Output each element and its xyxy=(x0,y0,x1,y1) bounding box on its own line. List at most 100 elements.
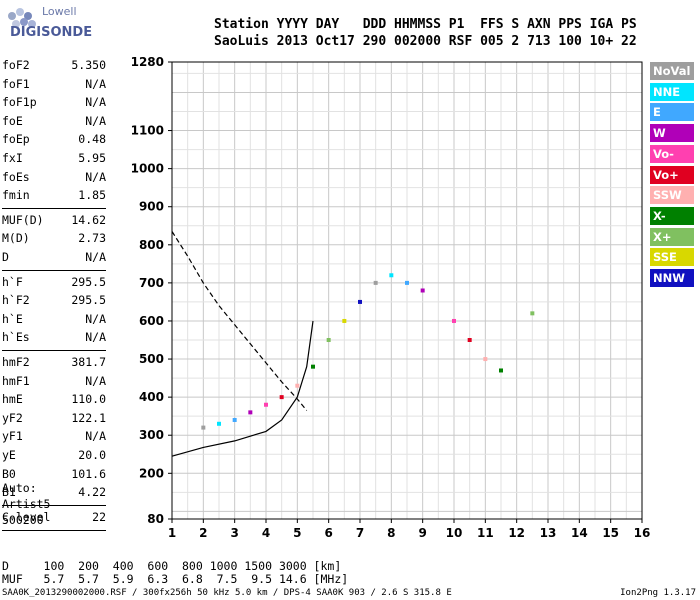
param-name: B0 xyxy=(2,466,16,481)
param-value: 381.7 xyxy=(71,355,106,369)
param-value: N/A xyxy=(85,76,106,91)
param-name: C-level xyxy=(2,509,51,524)
virtual-height-curve xyxy=(171,320,314,457)
logo-line2: DIGISONDE xyxy=(10,25,92,40)
echo-point xyxy=(467,338,472,343)
x-tick-label: 3 xyxy=(230,526,238,540)
param-row: yF1 N/A xyxy=(2,429,106,449)
param-name: h`Es xyxy=(2,330,30,345)
y-tick-label: 1100 xyxy=(131,124,164,138)
param-value: 2.73 xyxy=(78,231,106,246)
param-name: fmin xyxy=(2,188,30,203)
echo-point xyxy=(389,273,394,278)
param-name: MUF(D) xyxy=(2,212,44,227)
legend-item: Vo+ xyxy=(650,165,694,184)
param-row: foF1p N/A xyxy=(2,95,106,115)
param-row: foF2 5.350 xyxy=(2,58,106,78)
chart-points xyxy=(201,273,535,430)
param-name: hmF1 xyxy=(2,373,30,388)
echo-point xyxy=(373,280,378,285)
param-row: yE 20.0 xyxy=(2,448,106,468)
param-value: N/A xyxy=(85,311,106,326)
divider xyxy=(2,504,106,506)
divider xyxy=(2,530,106,532)
param-value: 0.48 xyxy=(78,132,106,147)
legend-item: SSE xyxy=(650,248,694,267)
param-value: N/A xyxy=(85,250,106,264)
echo-point xyxy=(483,357,488,362)
param-name: M(D) xyxy=(2,231,30,246)
param-name: foEs xyxy=(2,169,30,184)
echo-point xyxy=(311,364,315,369)
param-name: h`E xyxy=(2,311,23,326)
param-row: foF1 N/A xyxy=(2,77,106,97)
legend-item: SSW xyxy=(650,186,694,205)
param-name: foF2 xyxy=(2,58,30,72)
x-tick-label: 5 xyxy=(293,526,301,540)
echo-point xyxy=(326,338,331,343)
x-tick-label: 1 xyxy=(168,526,176,540)
x-tick-label: 13 xyxy=(540,526,557,540)
param-value: N/A xyxy=(85,95,106,110)
param-value: 295.5 xyxy=(71,293,106,308)
x-tick-label: 6 xyxy=(324,526,332,540)
x-tick-label: 11 xyxy=(477,526,494,540)
param-value: N/A xyxy=(85,169,106,184)
echo-point xyxy=(405,280,409,285)
divider xyxy=(2,350,106,351)
header-row-values: SaoLuis 2013 Oct17 290 002000 RSF 005 2 … xyxy=(214,34,637,49)
param-row: foEs N/A xyxy=(2,170,106,190)
legend-item: X+ xyxy=(650,227,694,246)
legend-item: X- xyxy=(650,206,694,225)
echo-point xyxy=(342,318,347,323)
param-row: h`F2 295.5 xyxy=(2,293,106,313)
echo-point xyxy=(295,383,300,388)
profile-curve xyxy=(171,231,308,411)
x-tick-label: 9 xyxy=(418,526,426,540)
param-name: fxI xyxy=(2,151,23,165)
legend-item: NNW xyxy=(650,269,694,287)
param-row: h`E N/A xyxy=(2,312,106,332)
legend-item: NNE xyxy=(650,82,694,101)
echo-point xyxy=(217,421,221,426)
param-value: 110.0 xyxy=(71,392,106,407)
param-row: C-level 22 xyxy=(2,510,106,530)
param-value: N/A xyxy=(85,330,106,345)
param-row: h`F 295.5 xyxy=(2,275,106,295)
param-name: h`F xyxy=(2,274,23,289)
x-tick-label: 16 xyxy=(634,526,651,540)
legend-item: W xyxy=(650,124,694,143)
y-tick-label: 900 xyxy=(139,200,164,214)
param-name: yF2 xyxy=(2,410,23,425)
param-name: h`F2 xyxy=(2,293,30,308)
x-tick-label: 14 xyxy=(571,526,588,540)
distance-row: D 100 200 400 600 800 1000 1500 3000 [km… xyxy=(2,559,342,573)
param-name: foE xyxy=(2,113,23,128)
header-row-labels: Station YYYY DAY DDD HHMMSS P1 FFS S AXN… xyxy=(214,17,637,32)
digisonde-logo: Lowell DIGISONDE xyxy=(2,2,112,40)
param-row: MUF(D) 14.62 xyxy=(2,213,106,233)
x-tick-label: 12 xyxy=(508,526,525,540)
chart-axes: 1 2 3 4 5 6 7 8 9 10 11 12 13 14 15 1680200300400500600… xyxy=(131,55,651,540)
param-row: foE N/A xyxy=(2,114,106,134)
echo-point xyxy=(420,288,425,293)
y-tick-label: 300 xyxy=(139,428,164,442)
param-value: N/A xyxy=(85,113,106,128)
y-tick-label: 1280 xyxy=(131,55,164,69)
param-value: 20.0 xyxy=(78,448,106,462)
param-value: 4.22 xyxy=(78,485,106,500)
software-version: Ion2Png 1.3.17 xyxy=(620,588,696,598)
echo-point xyxy=(358,299,362,304)
param-row: B1 4.22 xyxy=(2,485,106,505)
divider xyxy=(2,269,106,271)
echo-point xyxy=(201,425,206,430)
param-value: 14.62 xyxy=(71,212,106,227)
legend-item: NoVal xyxy=(650,62,694,80)
param-name: foEp xyxy=(2,132,30,147)
param-row: B0 101.6 xyxy=(2,467,106,487)
x-tick-label: 15 xyxy=(602,526,619,540)
param-value: 5.350 xyxy=(71,58,106,72)
param-name: hmF2 xyxy=(2,355,30,369)
param-value: 22 xyxy=(92,509,106,524)
x-tick-label: 4 xyxy=(262,526,270,540)
